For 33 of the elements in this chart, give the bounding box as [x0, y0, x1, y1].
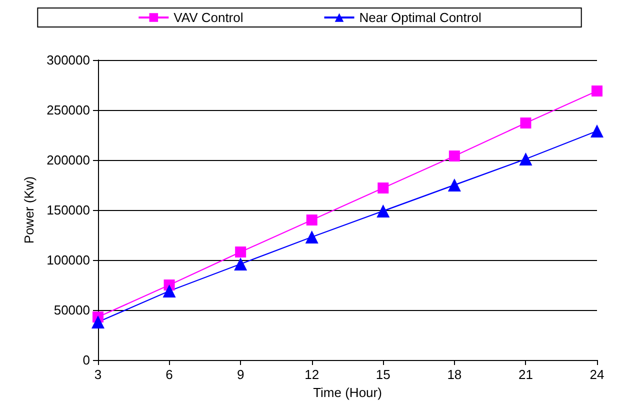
legend-label: VAV Control [174, 10, 244, 25]
point [305, 230, 318, 244]
y-tick-label: 150000 [46, 202, 90, 218]
x-tick-label: 6 [166, 367, 173, 382]
point [590, 124, 604, 138]
y-tick-label: 0 [82, 352, 90, 368]
point [448, 150, 460, 162]
point [234, 258, 248, 270]
y-tick-label: 250000 [46, 102, 90, 118]
point [519, 152, 532, 166]
point [520, 118, 532, 128]
x-tick-label: 18 [447, 367, 462, 382]
x-tick-label: 15 [376, 367, 390, 382]
x-tick-label: 24 [590, 367, 604, 382]
y-tick-label: 50000 [54, 302, 90, 318]
point [378, 182, 389, 194]
point [162, 284, 176, 298]
x-tick-label: 9 [236, 367, 244, 382]
point [306, 214, 318, 226]
point [592, 86, 602, 96]
y-axis-title: Power (Kw) [22, 176, 37, 244]
point [376, 204, 390, 218]
point [448, 178, 461, 192]
x-tick-label: 3 [94, 367, 102, 382]
y-tick-label: 200000 [46, 152, 90, 168]
x-axis-title: Time (Hour) [313, 385, 382, 400]
x-tick-label: 21 [518, 367, 533, 382]
point [92, 316, 104, 328]
y-tick-label: 300000 [46, 52, 90, 68]
y-tick-label: 100000 [46, 252, 90, 268]
x-tick-label: 12 [304, 367, 320, 382]
legend-label: Near Optimal Control [359, 10, 482, 25]
point [235, 246, 246, 258]
